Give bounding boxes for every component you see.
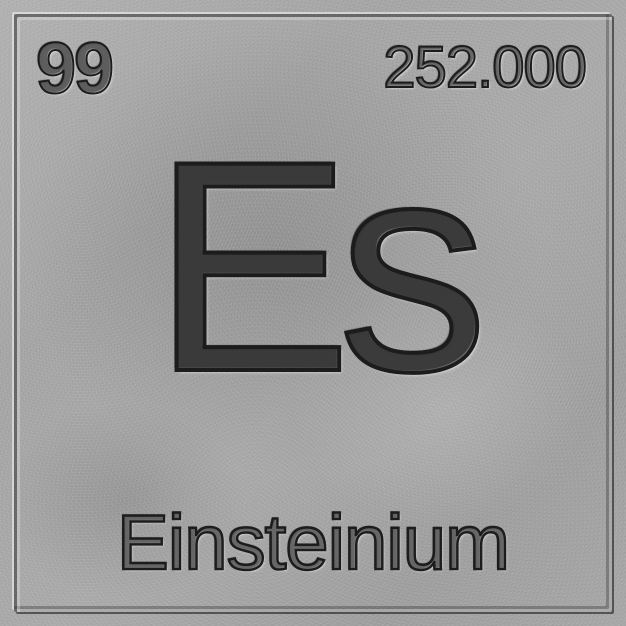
element-name: Einsteinium (0, 497, 626, 588)
element-symbol: Es (0, 116, 626, 416)
element-tile: 99 252.000 Es Einsteinium (0, 0, 626, 626)
atomic-number: 99 (36, 28, 112, 110)
atomic-mass: 252.000 (383, 34, 586, 101)
